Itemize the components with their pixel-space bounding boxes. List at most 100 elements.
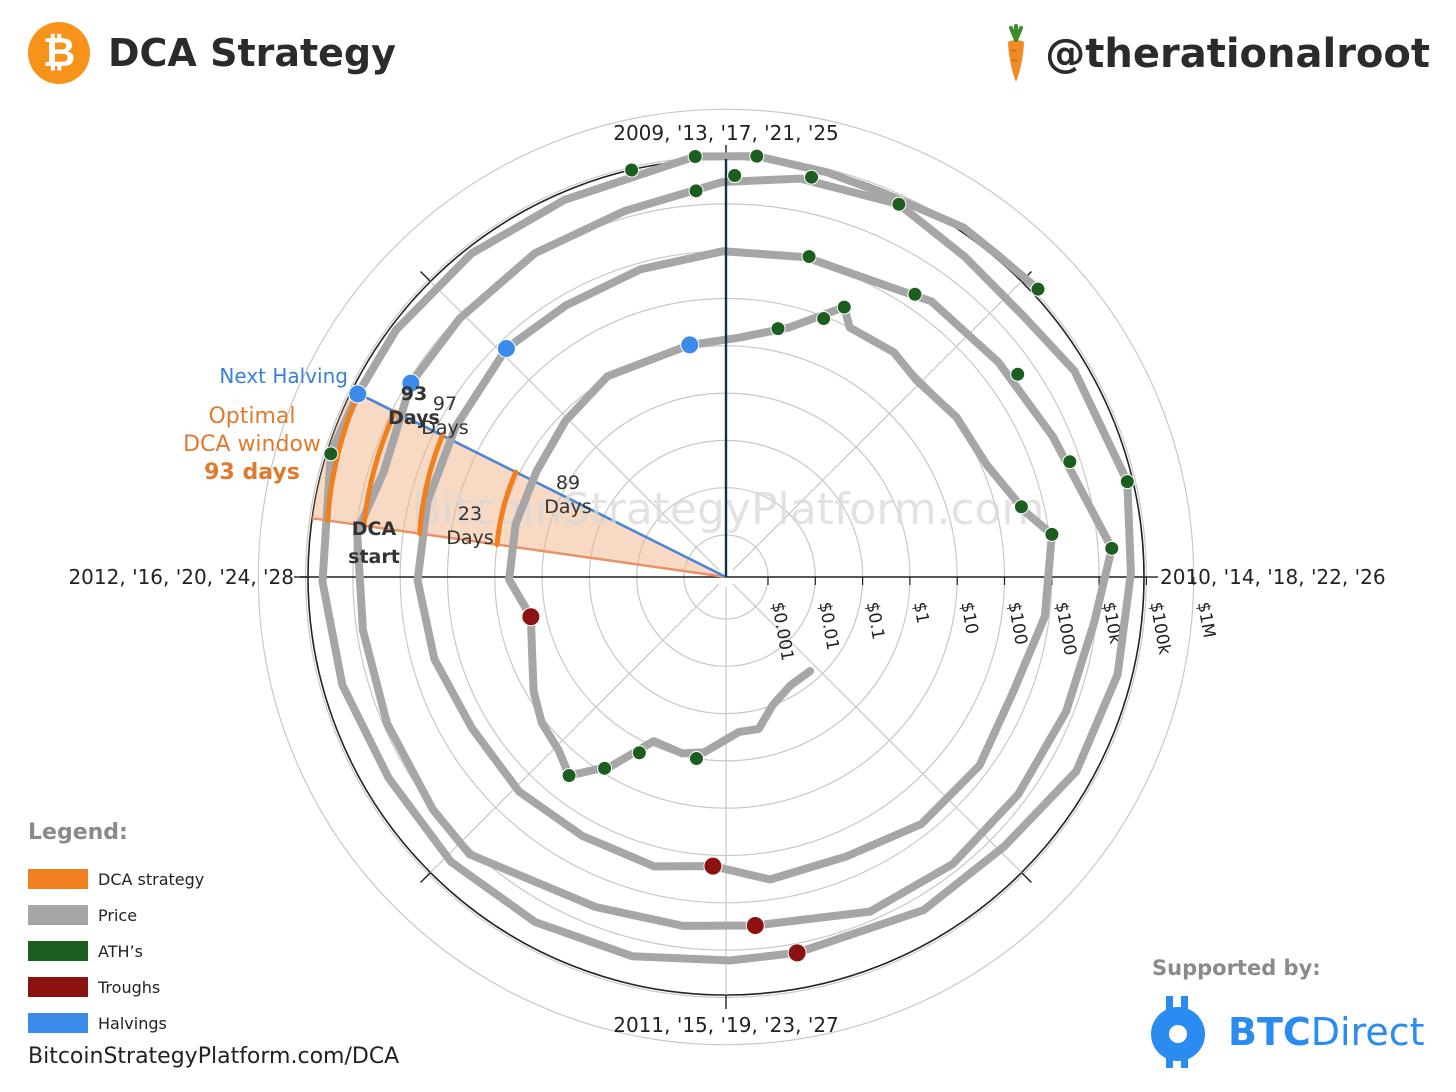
next-halving-line	[351, 389, 727, 579]
ath-point	[597, 760, 613, 776]
radial-tick-label: $1	[909, 600, 932, 625]
optimal-label: Optimal	[208, 404, 295, 429]
ath-point	[624, 162, 640, 178]
ath-point	[907, 286, 923, 302]
header-right: @therationalroot	[999, 24, 1430, 84]
legend-item: DCA strategy	[28, 861, 204, 897]
radial-tick-label: $10	[956, 600, 981, 635]
angle-label-top: 2009, '13, '17, '21, '25	[613, 121, 839, 145]
angular-grid-line	[732, 281, 1022, 571]
axis-labels: 2009, '13, '17, '21, '25 2010, '14, '18,…	[68, 121, 1385, 1037]
angular-grid-line	[430, 583, 720, 873]
author-handle: @therationalroot	[1045, 31, 1430, 77]
radial-tick-label: $1M	[1193, 600, 1219, 639]
bitcoin-logo-icon: ₿	[28, 22, 90, 84]
ath-point	[1062, 454, 1078, 470]
cycle-days-unit: Days	[446, 527, 493, 549]
legend-label: Troughs	[98, 977, 161, 997]
trough-point	[787, 943, 807, 963]
legend-label: Price	[98, 905, 138, 925]
sponsor-name: BTCDirect	[1228, 1010, 1425, 1054]
radial-tick-label: $100k	[1145, 600, 1174, 656]
ath-point	[323, 446, 339, 462]
legend-swatch-troughs	[28, 977, 88, 997]
angle-label-bottom: 2011, '15, '19, '23, '27	[613, 1013, 839, 1037]
legend-swatch-halvings	[28, 1013, 88, 1033]
halving-point	[496, 338, 516, 358]
radial-tick-label: $0.1	[862, 600, 888, 641]
sponsor-logo: BTCDirect	[1148, 996, 1425, 1068]
btcdirect-icon	[1151, 996, 1205, 1068]
chart-annotations: Next Halving Optimal DCA window 93 days DCA s…	[183, 364, 592, 568]
angular-tick	[420, 271, 431, 282]
ath-point	[891, 196, 907, 212]
ath-point	[816, 311, 832, 327]
cycle-days-number: 93	[401, 383, 427, 405]
legend-label: DCA strategy	[98, 869, 205, 889]
cycle-days-number: 23	[458, 503, 482, 525]
dca-strategy-arc	[361, 409, 398, 529]
carrot-icon	[1008, 24, 1025, 82]
angle-label-right: 2010, '14, '18, '22, '26	[1160, 565, 1386, 589]
ath-point	[687, 149, 703, 165]
dca-strategy-arc	[494, 469, 519, 548]
trough-point	[745, 915, 765, 935]
cycle-days-unit: Days	[388, 407, 440, 429]
dca-start-label: start	[348, 546, 400, 568]
legend: Legend: DCA strategy Price ATH’s Troughs…	[28, 820, 204, 1041]
page-title: DCA Strategy	[108, 31, 396, 75]
cycle-days-unit: Days	[544, 496, 591, 518]
ath-point	[1044, 526, 1060, 542]
price-line	[318, 152, 1135, 965]
footer-url: BitcoinStrategyPlatform.com/DCA	[28, 1044, 400, 1069]
angle-label-left: 2012, '16, '20, '24, '28	[68, 565, 294, 589]
radial-tick-label: $0.01	[814, 600, 842, 651]
legend-swatch-dca	[28, 869, 88, 889]
radial-tick-label: $100	[1004, 600, 1031, 646]
legend-item: Price	[28, 897, 204, 933]
trough-point	[703, 856, 723, 876]
halving-point	[348, 384, 368, 404]
ath-point	[727, 168, 743, 184]
ath-point	[1119, 474, 1135, 490]
ath-point	[561, 768, 577, 784]
angular-tick	[420, 872, 431, 883]
dca-window-wedge	[311, 389, 727, 579]
cycle-days-unit: Days	[421, 417, 468, 439]
legend-swatch-ath	[28, 941, 88, 961]
chart-series	[318, 148, 1135, 965]
ath-point	[1104, 540, 1120, 556]
ath-point	[1013, 499, 1029, 515]
radial-tick-label: $1000	[1051, 600, 1080, 657]
halving-point	[401, 373, 421, 393]
angular-grid-line	[732, 583, 1022, 873]
ath-point	[631, 745, 647, 761]
ath-point	[688, 751, 704, 767]
legend-label: ATH’s	[98, 941, 143, 961]
dca-window-label: DCA window	[183, 432, 321, 457]
dca-window-area	[312, 390, 726, 577]
cycle-days-number: 97	[433, 393, 457, 415]
supported-by-label: Supported by:	[1152, 956, 1321, 980]
ath-point	[688, 183, 704, 199]
legend-label: Halvings	[98, 1013, 167, 1033]
dca-start-line	[311, 517, 727, 579]
legend-swatch-price	[28, 905, 88, 925]
trough-point	[521, 607, 541, 627]
legend-item: Troughs	[28, 969, 204, 1005]
ath-point	[836, 299, 852, 315]
halving-point	[680, 335, 700, 355]
next-halving-label: Next Halving	[219, 364, 348, 388]
ath-point	[801, 249, 817, 265]
ath-point	[804, 169, 820, 185]
optimal-days-label: 93 days	[204, 460, 300, 485]
dca-strategy-arc	[417, 433, 445, 537]
legend-item: Halvings	[28, 1005, 204, 1041]
ath-point	[1010, 366, 1026, 382]
dca-start-label: DCA	[352, 518, 397, 540]
ath-point	[770, 321, 786, 337]
ath-point	[749, 148, 765, 164]
ath-point	[1030, 281, 1046, 297]
legend-title: Legend:	[28, 820, 128, 845]
